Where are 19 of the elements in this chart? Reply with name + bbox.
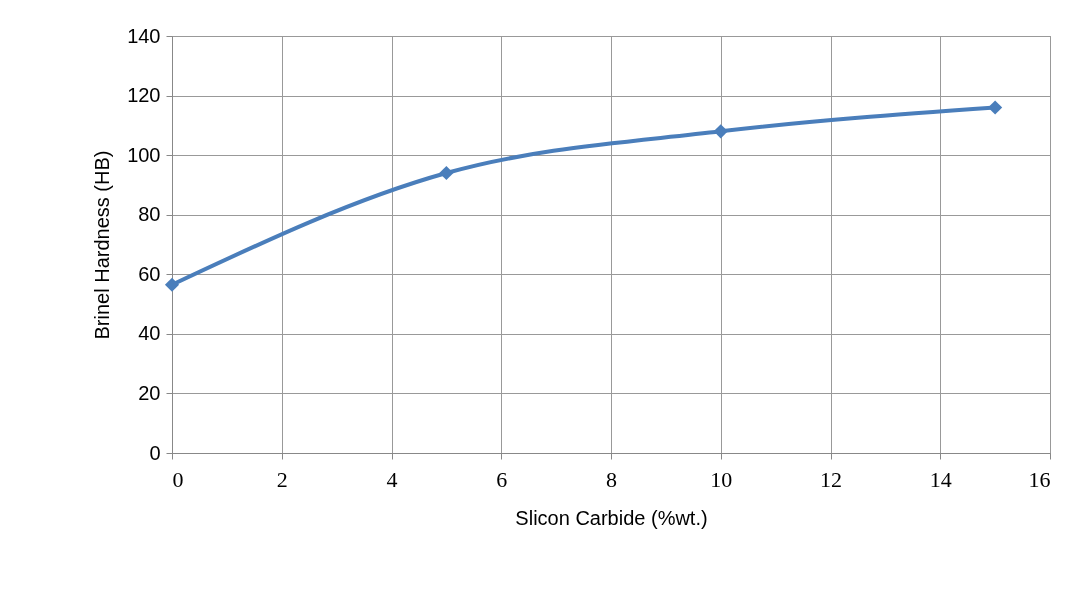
y-tick-label: 0 bbox=[149, 441, 161, 464]
y-axis-title: Brinel Hardness (HB) bbox=[91, 150, 114, 340]
y-tick-label: 100 bbox=[127, 143, 161, 166]
x-tick-label: 2 bbox=[276, 466, 288, 492]
y-tick-label: 80 bbox=[138, 203, 161, 226]
x-tick-label: 0 bbox=[172, 466, 184, 492]
y-tick-label: 60 bbox=[138, 262, 161, 285]
y-tick-label: 120 bbox=[127, 84, 161, 107]
x-tick-label: 4 bbox=[386, 466, 398, 492]
x-tick-label: 10 bbox=[710, 466, 733, 492]
y-tick-label: 40 bbox=[138, 322, 161, 345]
x-tick-label: 6 bbox=[496, 466, 508, 492]
x-tick-label: 16 bbox=[1028, 466, 1051, 492]
x-tick-label: 12 bbox=[820, 466, 842, 492]
y-tick-label: 20 bbox=[138, 381, 161, 404]
x-axis-title: Slicon Carbide (%wt.) bbox=[515, 506, 708, 529]
y-tick-label: 140 bbox=[127, 24, 161, 47]
x-tick-label: 14 bbox=[929, 466, 952, 492]
x-tick-label: 8 bbox=[606, 466, 617, 492]
